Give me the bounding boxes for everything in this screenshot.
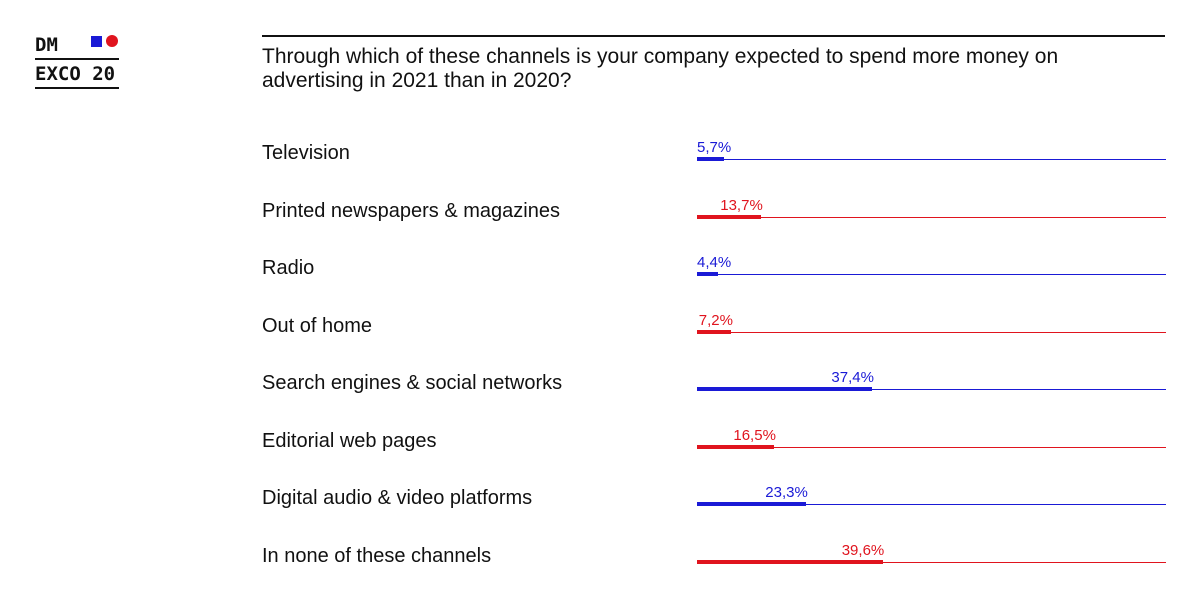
bar-track (697, 389, 1166, 390)
category-label: Radio (262, 257, 315, 279)
logo-underline (35, 87, 119, 89)
logo-dm-text: DM (35, 34, 58, 56)
category-label: In none of these channels (262, 545, 492, 567)
bar-track (697, 447, 1166, 448)
bar (697, 502, 807, 506)
bar-track (697, 274, 1166, 275)
category-label: Out of home (262, 315, 373, 337)
bar (697, 272, 718, 276)
value-label: 7,2% (698, 312, 733, 329)
value-label: 13,7% (720, 197, 763, 214)
value-label: 4,4% (697, 254, 732, 271)
value-label: 37,4% (831, 369, 874, 386)
bar-track (697, 332, 1166, 333)
dmexco-logo: DM EXCO 20 (35, 34, 119, 89)
category-label: Editorial web pages (262, 430, 437, 452)
value-label: 39,6% (841, 542, 885, 559)
bar-track (697, 562, 1166, 563)
value-label: 16,5% (733, 427, 776, 444)
bar (697, 445, 775, 449)
top-rule (262, 35, 1165, 37)
logo-blue-square (91, 36, 102, 47)
category-label: Printed newspapers & magazines (262, 200, 560, 222)
bar (697, 330, 731, 334)
category-label: Television (262, 142, 350, 164)
logo-divider (35, 58, 119, 60)
bar-track (697, 217, 1166, 218)
bar-track (697, 504, 1166, 505)
value-label: 5,7% (697, 139, 732, 156)
bar (697, 560, 883, 564)
bar (697, 215, 762, 219)
category-label: Search engines & social networks (262, 372, 563, 394)
value-label: 23,3% (765, 484, 808, 501)
logo-red-dot (106, 35, 118, 47)
bar (697, 387, 873, 391)
logo-exco-text: EXCO 20 (35, 63, 116, 85)
chart-title: Through which of these channels is your … (262, 45, 1059, 92)
bar-track (697, 159, 1166, 160)
category-label: Digital audio & video platforms (262, 487, 533, 509)
bar (697, 157, 724, 161)
